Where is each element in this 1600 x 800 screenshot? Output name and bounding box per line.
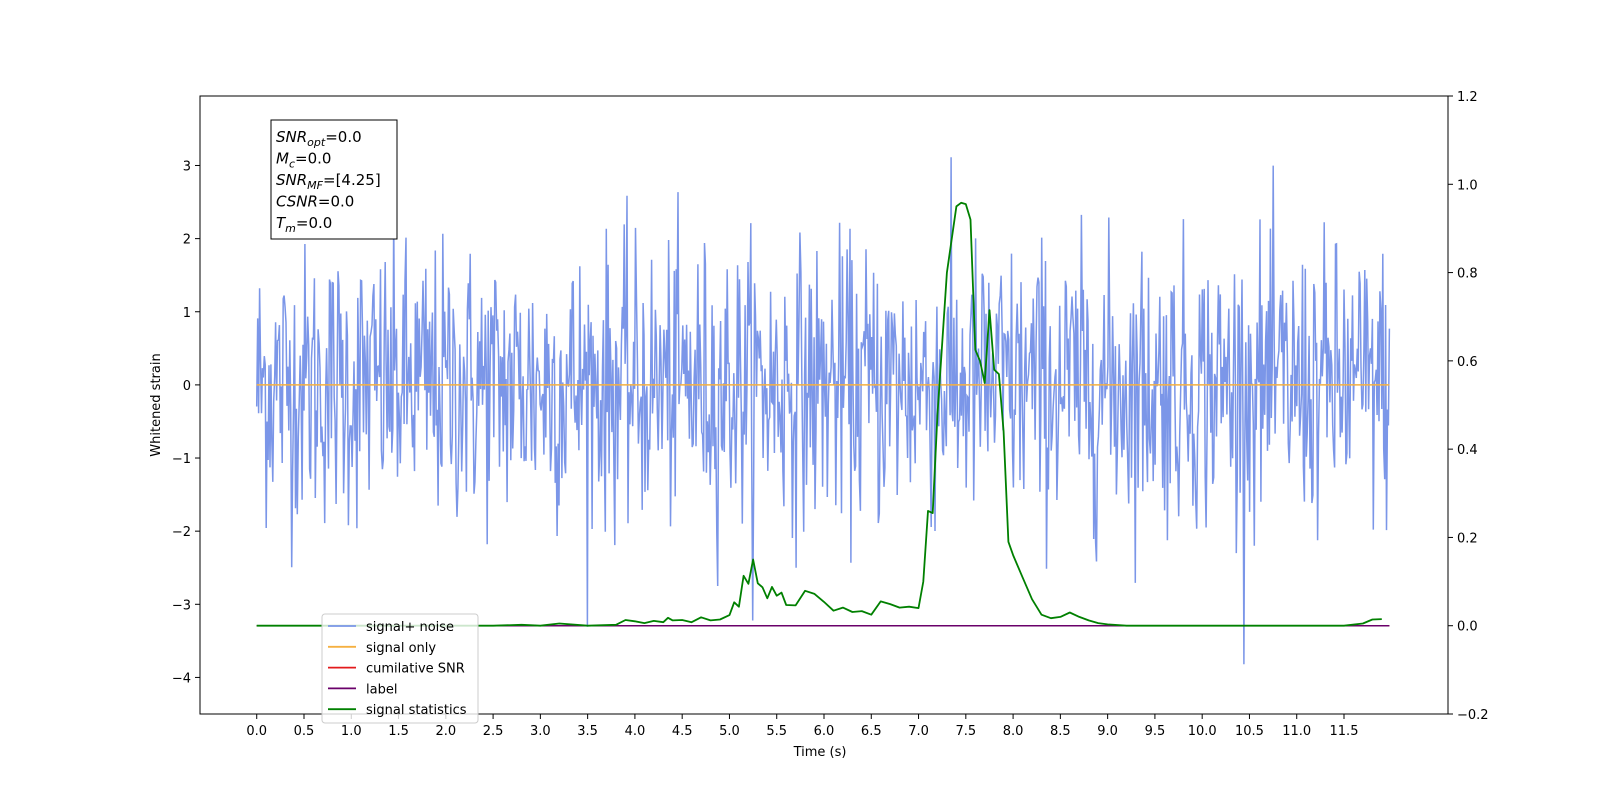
- x-tick-label: 7.0: [908, 724, 929, 739]
- stats-subscript: m: [285, 222, 296, 235]
- x-tick-label: 9.5: [1145, 724, 1166, 739]
- x-tick-label: 5.5: [766, 724, 787, 739]
- legend-label: signal+ noise: [366, 620, 454, 635]
- x-tick-label: 2.5: [483, 724, 504, 739]
- y2-tick-label: 0.4: [1457, 443, 1478, 458]
- stats-line: Tm=0.0: [276, 214, 332, 235]
- series-signal-noise-line: [255, 157, 1391, 665]
- legend-frame: [321, 613, 479, 724]
- y-tick-label: −1: [172, 452, 191, 467]
- stats-value: =[4.25]: [323, 171, 381, 189]
- x-axis: 0.0 0.5 1.0 1.5 2.0 2.5 3.0 3.5 4.0 4.5 5.0 5.5 6.0 6…: [246, 714, 1358, 739]
- y-axis-right: −0.2 0.0 0.2 0.4 0.6 0.8 1.0 1.2: [1448, 90, 1489, 723]
- x-tick-label: 8.5: [1050, 724, 1071, 739]
- x-tick-label: 3.5: [577, 724, 598, 739]
- stats-line: SNRopt=0.0: [276, 128, 362, 149]
- stats-line: SNRMF=[4.25]: [276, 171, 381, 192]
- x-tick-label: 8.0: [1003, 724, 1024, 739]
- stats-box-frame: [270, 119, 398, 240]
- x-tick-label: 0.0: [246, 724, 267, 739]
- y2-tick-label: 0.6: [1457, 355, 1478, 370]
- x-tick-label: 10.0: [1188, 724, 1217, 739]
- x-tick-label: 6.5: [861, 724, 882, 739]
- y2-tick-label: 1.0: [1457, 178, 1478, 193]
- y-axis-left: −4 −3 −2 −1 0 1 2 3: [172, 159, 200, 686]
- legend-label: signal only: [366, 641, 436, 656]
- x-tick-label: 10.5: [1235, 724, 1264, 739]
- x-tick-label: 7.5: [955, 724, 976, 739]
- stats-line: CSNR=0.0: [276, 193, 354, 211]
- legend-label: label: [366, 682, 397, 697]
- series-signal-statistics-line: [256, 201, 1382, 627]
- legend: signal+ noise signal only cumilative SNR la…: [321, 613, 479, 724]
- x-tick-label: 6.0: [814, 724, 835, 739]
- x-tick-label: 4.0: [625, 724, 646, 739]
- y2-tick-label: 0.8: [1457, 267, 1478, 282]
- stats-symbol: T: [276, 214, 287, 232]
- stats-symbol: SNR: [276, 171, 307, 189]
- stats-symbol: CSNR: [276, 193, 318, 211]
- y2-tick-label: 0.2: [1457, 531, 1478, 546]
- stats-value: =0.0: [325, 128, 361, 146]
- y2-tick-label: 0.0: [1457, 620, 1478, 635]
- y-tick-label: 3: [183, 159, 191, 174]
- y-tick-label: 2: [183, 233, 191, 248]
- stats-symbol: SNR: [276, 128, 307, 146]
- y-tick-label: −2: [172, 525, 191, 540]
- stats-subscript: MF: [307, 179, 323, 192]
- y2-tick-label: −0.2: [1457, 708, 1489, 723]
- stats-value: =0.0: [296, 214, 332, 232]
- y-tick-label: 0: [183, 379, 191, 394]
- y-tick-label: −3: [172, 598, 191, 613]
- x-axis-title: Time (s): [793, 745, 847, 760]
- stats-value: =0.0: [295, 150, 331, 168]
- stats-subscript: c: [289, 158, 295, 171]
- y-tick-label: −4: [172, 671, 191, 686]
- x-tick-label: 3.0: [530, 724, 551, 739]
- stats-line: Mc=0.0: [276, 150, 331, 171]
- x-tick-label: 4.5: [672, 724, 693, 739]
- x-tick-label: 1.5: [388, 724, 409, 739]
- y-axis-title: Whitened strain: [149, 353, 164, 456]
- legend-label: signal statistics: [366, 703, 467, 718]
- x-tick-label: 9.0: [1097, 724, 1118, 739]
- y2-tick-label: 1.2: [1457, 90, 1478, 105]
- legend-label: cumilative SNR: [366, 662, 465, 677]
- stats-subscript: opt: [307, 136, 326, 149]
- y-tick-label: 1: [183, 306, 191, 321]
- x-tick-label: 5.0: [719, 724, 740, 739]
- x-tick-label: 2.0: [435, 724, 456, 739]
- x-tick-label: 1.0: [341, 724, 362, 739]
- x-tick-label: 11.5: [1330, 724, 1359, 739]
- x-tick-label: 0.5: [294, 724, 315, 739]
- x-tick-label: 11.0: [1282, 724, 1311, 739]
- stats-value: =0.0: [318, 193, 354, 211]
- stats-box: SNRopt=0.0Mc=0.0SNRMF=[4.25]CSNR=0.0Tm=0…: [270, 119, 398, 240]
- stats-symbol: M: [276, 150, 289, 168]
